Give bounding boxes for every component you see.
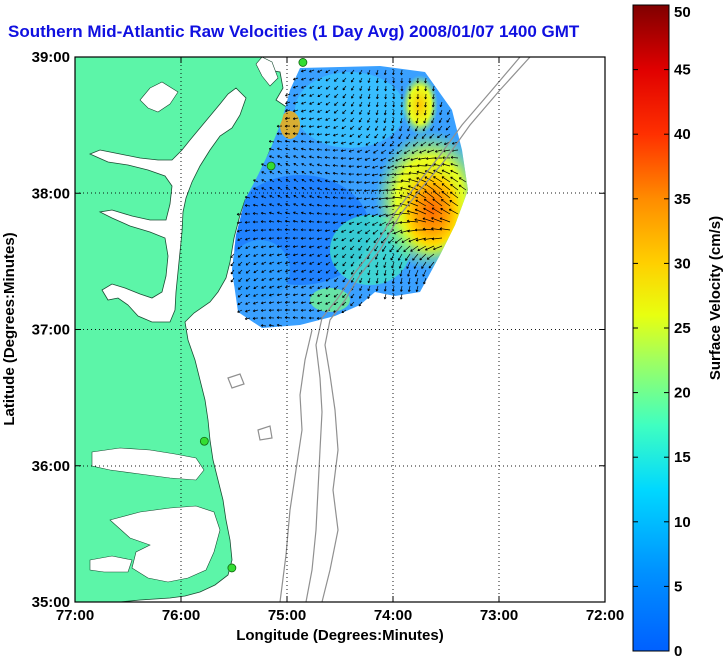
y-axis-label: Latitude (Degrees:Minutes) — [1, 232, 18, 425]
x-axis-label: Longitude (Degrees:Minutes) — [236, 627, 444, 644]
x-tick-label: 77:00 — [56, 607, 94, 624]
radar-station-marker — [298, 58, 308, 67]
radar-stations — [199, 58, 308, 573]
radar-station-marker — [199, 436, 209, 446]
colorbar-tick-label: 30 — [674, 255, 691, 272]
x-tick-label: 72:00 — [586, 607, 624, 624]
x-tick-label: 74:00 — [374, 607, 412, 624]
isobath-deep — [305, 57, 521, 602]
colorbar-tick-label: 0 — [674, 643, 682, 659]
x-axis: 77:00 76:00 75:00 74:00 73:00 72:00 — [56, 57, 624, 624]
colorbar-tick-label: 25 — [674, 320, 691, 337]
colorbar-label: Surface Velocity (cm/s) — [707, 216, 724, 380]
colorbar-tick-label: 20 — [674, 385, 691, 402]
colorbar-tick-label: 40 — [674, 126, 691, 143]
radar-station-marker — [227, 563, 237, 573]
x-tick-label: 73:00 — [480, 607, 518, 624]
y-axis: 35:00 36:00 37:00 38:00 39:00 — [32, 49, 605, 611]
velocity-arrows — [230, 69, 467, 327]
isobath-inner — [279, 329, 313, 602]
colorbar-tick-label: 45 — [674, 62, 691, 79]
x-tick-label: 75:00 — [268, 607, 306, 624]
isobath-loop-2 — [257, 425, 273, 441]
y-tick-label: 37:00 — [32, 322, 70, 339]
y-tick-label: 38:00 — [32, 185, 70, 202]
delaware-bay — [255, 57, 279, 87]
y-tick-label: 39:00 — [32, 49, 70, 66]
colorbar-ticks: 0 5 10 15 20 25 30 35 40 45 50 — [633, 4, 691, 659]
colorbar-tick-label: 50 — [674, 4, 691, 21]
grid — [75, 57, 605, 602]
pamlico-sound — [109, 505, 221, 583]
velocity-vector-set — [230, 69, 467, 327]
colorbar-tick-label: 10 — [674, 514, 691, 531]
y-tick-label: 35:00 — [32, 594, 70, 611]
isobath-loop — [227, 373, 245, 389]
isobaths — [227, 57, 531, 602]
bay-tributary — [139, 81, 179, 113]
albemarle-sound — [91, 447, 205, 481]
isobath-shallow — [321, 57, 531, 602]
chesapeake-bay — [88, 87, 247, 323]
radar-station-marker — [266, 161, 276, 171]
y-tick-label: 36:00 — [32, 458, 70, 475]
colorbar-tick-label: 15 — [674, 449, 691, 466]
colorbar-tick-label: 35 — [674, 191, 691, 208]
figure-title: Southern Mid-Atlantic Raw Velocities (1 … — [8, 22, 580, 41]
colorbar-tick-label: 5 — [674, 578, 682, 595]
colorbar — [632, 4, 670, 652]
pamlico-river — [89, 555, 133, 573]
x-tick-label: 76:00 — [162, 607, 200, 624]
